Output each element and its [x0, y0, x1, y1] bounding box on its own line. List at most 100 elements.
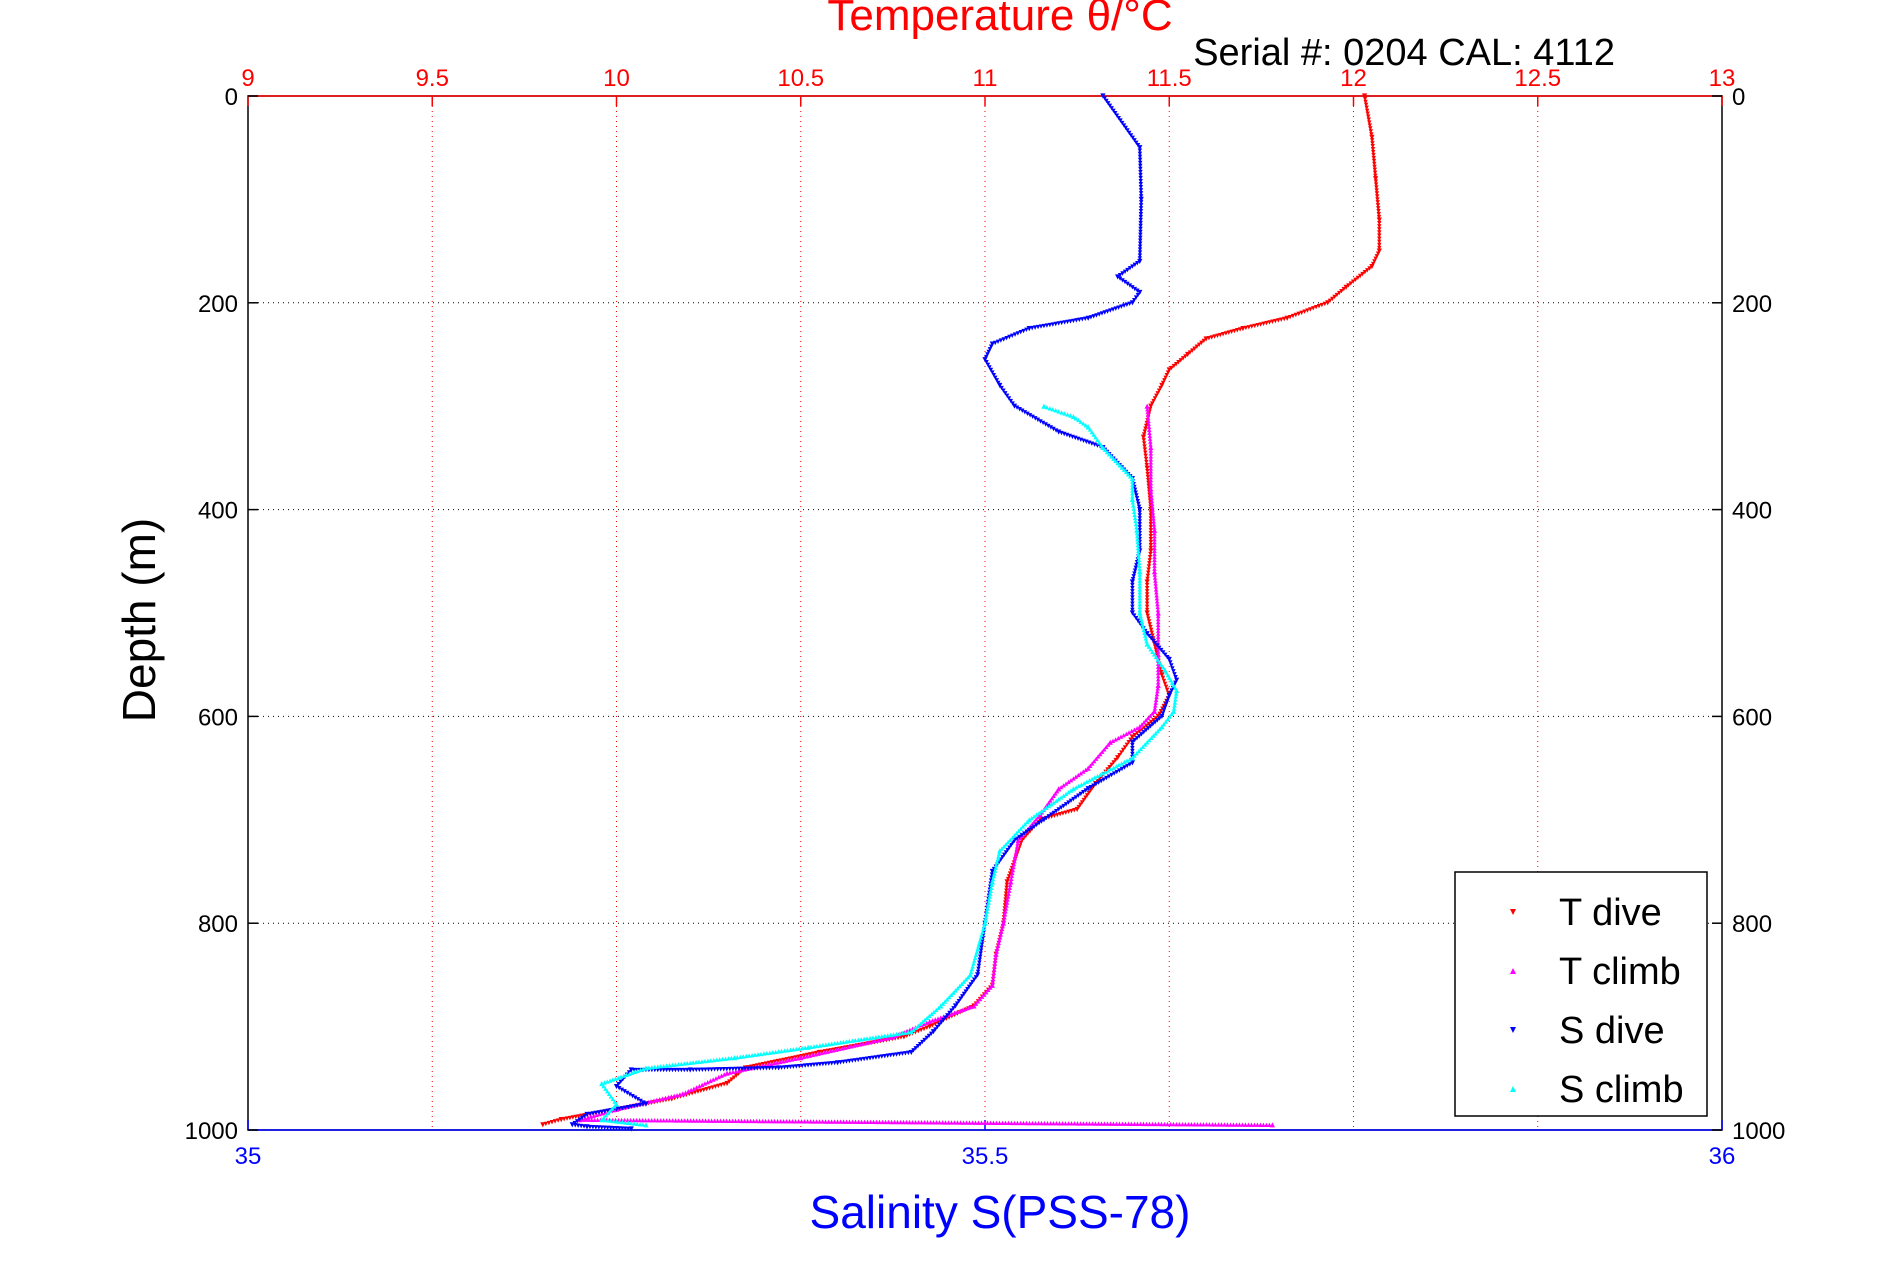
trace-dot: [721, 1118, 726, 1123]
trace-dot: [708, 1058, 714, 1063]
trace-dot: [1376, 209, 1381, 214]
trace-dot: [1138, 209, 1144, 214]
trace-dot: [1138, 172, 1143, 178]
data-point: [1148, 486, 1154, 492]
trace-dot: [1128, 133, 1134, 138]
trace-dot: [1136, 560, 1142, 565]
trace-dot: [1010, 867, 1016, 873]
trace-dot: [1172, 700, 1178, 705]
trace-dot: [820, 1061, 826, 1067]
trace-dot: [1319, 302, 1325, 308]
trace-dot: [1109, 762, 1114, 768]
data-point: [680, 1091, 686, 1097]
data-point: [1085, 786, 1091, 792]
trace-dot: [1130, 264, 1135, 269]
trace-dot: [1145, 471, 1150, 477]
trace-dot: [688, 1118, 693, 1123]
trace-dot: [949, 992, 954, 998]
trace-dot: [709, 1067, 714, 1072]
trace-dot: [1145, 573, 1151, 578]
trace-dot: [763, 1118, 768, 1124]
trace-dot: [991, 372, 997, 378]
data-point: [1148, 403, 1154, 409]
trace-dot: [1178, 358, 1183, 363]
trace-dot: [1116, 115, 1121, 121]
trace-dot: [577, 1117, 582, 1122]
trace-dot: [1373, 173, 1378, 178]
trace-dot: [1039, 808, 1044, 814]
trace-dot: [1138, 229, 1143, 235]
trace-dot: [1148, 627, 1154, 633]
trace-dot: [1130, 494, 1135, 499]
trace-dot: [1145, 412, 1151, 418]
trace-dot: [1375, 200, 1380, 205]
trace-dot: [943, 1015, 948, 1020]
trace-dot: [1198, 1122, 1203, 1127]
trace-dot: [1061, 793, 1066, 798]
data-point: [975, 972, 981, 978]
trace-dot: [1114, 113, 1120, 118]
trace-dot: [1061, 783, 1066, 788]
trace-dot: [1147, 554, 1153, 560]
trace-dot: [955, 985, 960, 991]
trace-dot: [1152, 652, 1157, 657]
data-point: [1129, 734, 1135, 740]
series-s-climb: [599, 403, 1180, 1128]
trace-dot: [586, 1117, 591, 1122]
trace-dot: [981, 923, 987, 929]
trace-dot: [658, 1064, 663, 1069]
trace-dot: [614, 1119, 619, 1124]
trace-dot: [1063, 1121, 1068, 1126]
trace-dot: [1003, 906, 1009, 911]
trace-dot: [1096, 780, 1101, 785]
data-point: [1115, 274, 1121, 280]
trace-dot: [1125, 267, 1130, 273]
trace-dot: [764, 1066, 769, 1071]
trace-dot: [1001, 388, 1006, 393]
trace-dot: [712, 1067, 717, 1072]
trace-dot: [1162, 705, 1168, 710]
salinity-tick-label: 35: [235, 1143, 262, 1170]
trace-dot: [1014, 830, 1019, 836]
trace-dot: [1148, 533, 1154, 539]
trace-dot: [913, 1119, 918, 1125]
trace-dot: [1124, 763, 1130, 769]
trace-dot: [1002, 915, 1007, 920]
trace-dot: [629, 1120, 634, 1126]
trace-dot: [670, 1067, 675, 1073]
trace-dot: [1129, 728, 1134, 734]
trace-dot: [691, 1086, 697, 1091]
trace-dot: [706, 1067, 711, 1072]
trace-dot: [1137, 581, 1142, 586]
trace-dot: [973, 1120, 978, 1125]
trace-dot: [977, 938, 983, 943]
trace-dot: [1068, 777, 1074, 783]
trace-dot: [1163, 684, 1169, 690]
trace-dot: [1148, 528, 1154, 533]
trace-dot: [1129, 1121, 1134, 1126]
trace-dot: [1147, 558, 1152, 563]
trace-dot: [1372, 161, 1377, 167]
trace-dot: [886, 1119, 891, 1125]
trace-dot: [1137, 584, 1142, 589]
trace-dot: [829, 1061, 834, 1066]
series-s-dive: [569, 93, 1180, 1132]
trace-dot: [1036, 821, 1042, 826]
trace-dot: [1134, 524, 1139, 530]
trace-dot: [1134, 496, 1140, 501]
trace-dot: [1125, 128, 1130, 133]
data-point: [1137, 507, 1143, 513]
data-point: [989, 982, 995, 988]
trace-dot: [1137, 522, 1142, 527]
data-point: [628, 1126, 634, 1132]
trace-dot: [947, 1010, 952, 1016]
trace-dot: [610, 1096, 616, 1102]
depth-tick-label-left: 600: [198, 704, 238, 731]
trace-dot: [1154, 694, 1159, 700]
trace-dot: [1005, 897, 1010, 902]
trace-dot: [1137, 734, 1142, 739]
trace-dot: [1155, 622, 1161, 628]
trace-dot: [1012, 833, 1017, 838]
trace-dot: [705, 1058, 711, 1063]
trace-dot: [910, 1119, 915, 1125]
